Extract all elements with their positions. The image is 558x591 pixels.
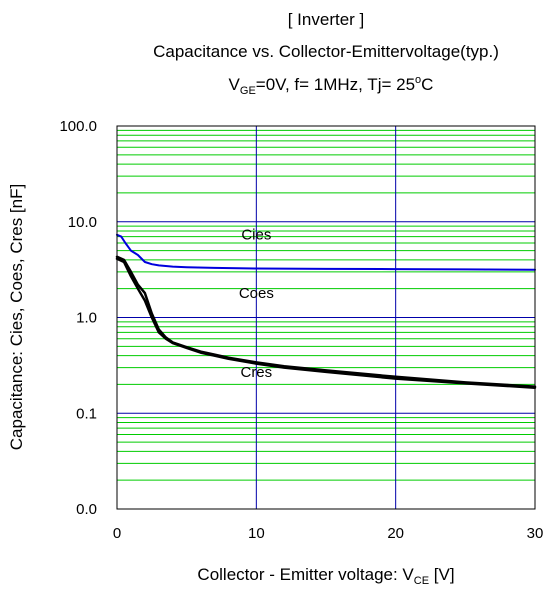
x-axis-label-main: Collector - Emitter voltage: V [197, 565, 414, 584]
vge-subscript: GE [240, 85, 256, 97]
series-label-coes: Coes [239, 285, 274, 302]
chart-conditions: VGE=0V, f= 1MHz, Tj= 25oC [229, 74, 434, 97]
chart-title: [ Inverter ] [288, 10, 365, 29]
plot-frame [116, 125, 536, 510]
grid [116, 125, 536, 510]
series-labels: Cies Coes Cres [239, 227, 274, 381]
y-tick-label: 1.0 [76, 310, 97, 327]
y-tick-label: 10.0 [68, 214, 97, 231]
celsius-unit: C [421, 75, 433, 94]
conditions-values: =0V, f= 1MHz, Tj= 25 [256, 75, 415, 94]
x-tick-label: 0 [113, 525, 121, 542]
x-axis-label-unit: [V] [429, 565, 455, 584]
series-line-cies [116, 233, 536, 271]
degree-mark: o [415, 74, 421, 86]
x-axis-label: Collector - Emitter voltage: VCE [V] [197, 565, 454, 587]
curves [115, 233, 537, 389]
series-label-cies: Cies [241, 227, 271, 244]
x-axis-label-subscript: CE [414, 575, 429, 587]
ticks: 0 10 20 30 0.0 0.1 1.0 10.0 100.0 [59, 118, 543, 542]
series-label-cres: Cres [240, 364, 272, 381]
y-tick-label: 0.1 [76, 405, 97, 422]
chart-subtitle: Capacitance vs. Collector-Emittervoltage… [153, 42, 499, 61]
x-tick-label: 30 [527, 525, 544, 542]
x-tick-label: 20 [387, 525, 404, 542]
y-tick-label: 0.0 [76, 501, 97, 518]
series-line-cres [115, 257, 537, 389]
y-tick-label: 100.0 [59, 118, 97, 135]
y-axis-label: Capacitance: Cies, Coes, Cres [nF] [7, 184, 26, 450]
vge-symbol: V [229, 75, 241, 94]
x-tick-label: 10 [248, 525, 265, 542]
